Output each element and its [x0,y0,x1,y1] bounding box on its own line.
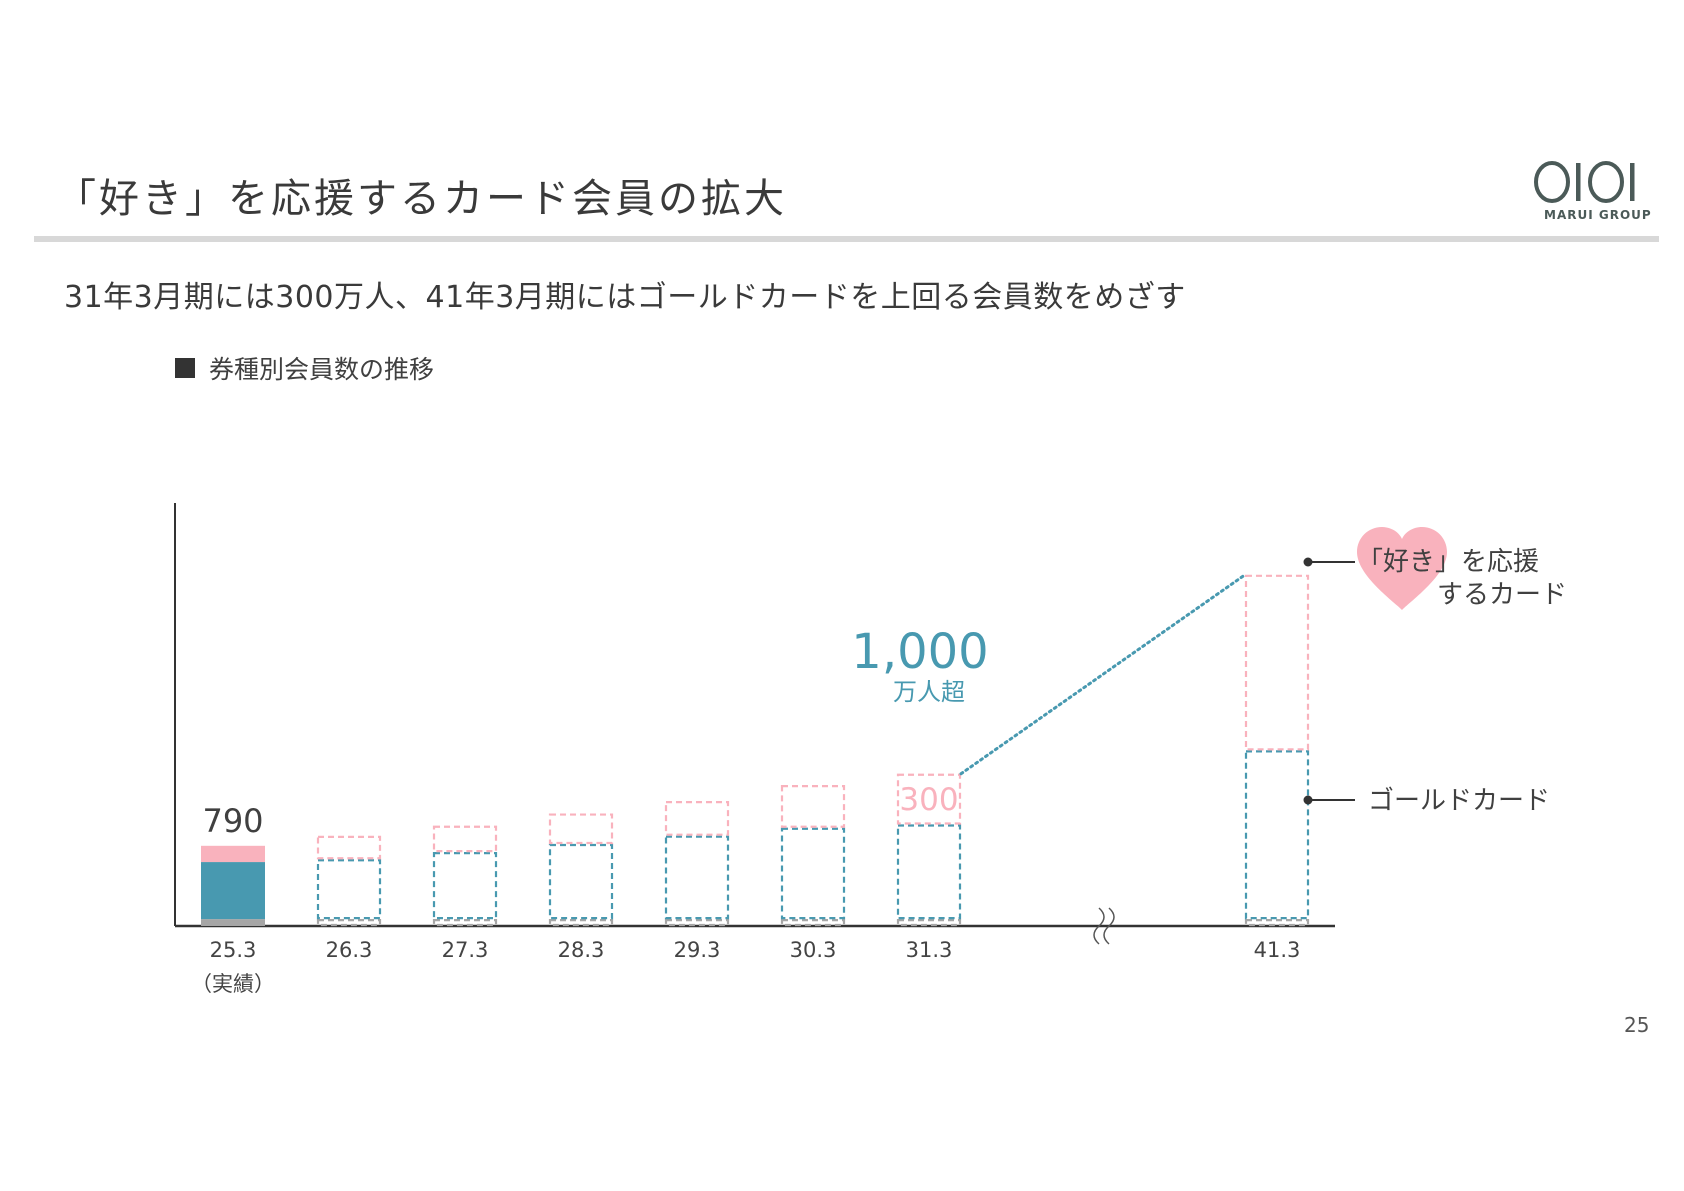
bar-27-3-seg-0 [432,918,498,927]
title-divider [34,236,1659,242]
bar-27-3-seg-1 [432,852,498,920]
bar-30-3-seg-0 [780,918,846,927]
bar-28-3-seg-2 [548,813,614,845]
bar-31-3-seg-1 [896,824,962,920]
legend-label: ゴールドカード [1368,786,1550,816]
data-label-segment: 300 [899,782,958,818]
bar-26-3-seg-1 [316,859,382,920]
square-bullet-icon [175,358,195,378]
bar-29-3-seg-0 [664,918,730,927]
growth-connector-line [959,573,1247,776]
x-tick-label: 25.3 [210,938,257,962]
bar-26-3-seg-2 [316,835,382,860]
bar-41-3-seg-0 [1244,918,1310,927]
bar-41-3-seg-1 [1244,750,1310,920]
slide-subtitle: 31年3月期には300万人、41年3月期にはゴールドカードを上回る会員数をめざす [64,280,1186,315]
axis-break-mark [1103,907,1115,945]
heart-icon [1357,527,1447,610]
company-logo: MARUI GROUP [1532,158,1662,228]
x-tick-note: （実績） [191,972,275,996]
legend-label-line1: 「好き」を応援 [1357,547,1539,577]
x-tick-label: 28.3 [558,938,605,962]
x-tick-label: 30.3 [790,938,837,962]
bar-31-3-seg-2 [896,773,962,825]
legend-label-line2: するカード [1437,580,1567,610]
page-number: 25 [1624,1013,1650,1037]
bar-25-3-seg-1 [201,862,265,920]
chart-section-label-text: 券種別会員数の推移 [209,355,435,384]
logo-wordmark: MARUI GROUP [1544,208,1652,222]
bar-29-3-seg-2 [664,801,730,836]
x-tick-label: 41.3 [1254,938,1301,962]
data-label-total: 790 [202,802,263,840]
bar-28-3-seg-0 [548,918,614,927]
callout-unit: 万人超 [893,678,965,706]
bar-25-3-seg-0 [201,919,265,926]
bar-25-3-seg-2 [201,845,265,863]
bar-41-3-seg-2 [1244,574,1310,751]
legend-leader-dot [1303,795,1313,805]
bar-31-3-seg-0 [896,918,962,927]
axis-break-mark [1093,907,1105,945]
chart-section-label: 券種別会員数の推移 [175,350,434,386]
x-tick-label: 27.3 [442,938,489,962]
bar-26-3-seg-0 [316,918,382,927]
bar-28-3-seg-1 [548,843,614,920]
page-title: 「好き」を応援するカード会員の拡大 [56,176,787,222]
x-tick-label: 26.3 [326,938,373,962]
bar-30-3-seg-1 [780,827,846,920]
x-tick-label: 31.3 [906,938,953,962]
legend-leader-dot [1303,557,1313,567]
bar-30-3-seg-2 [780,785,846,828]
oioi-logo-icon [1534,161,1635,203]
callout-value: 1,000 [851,624,988,680]
x-tick-label: 29.3 [674,938,721,962]
bar-27-3-seg-2 [432,825,498,853]
bar-29-3-seg-1 [664,835,730,920]
